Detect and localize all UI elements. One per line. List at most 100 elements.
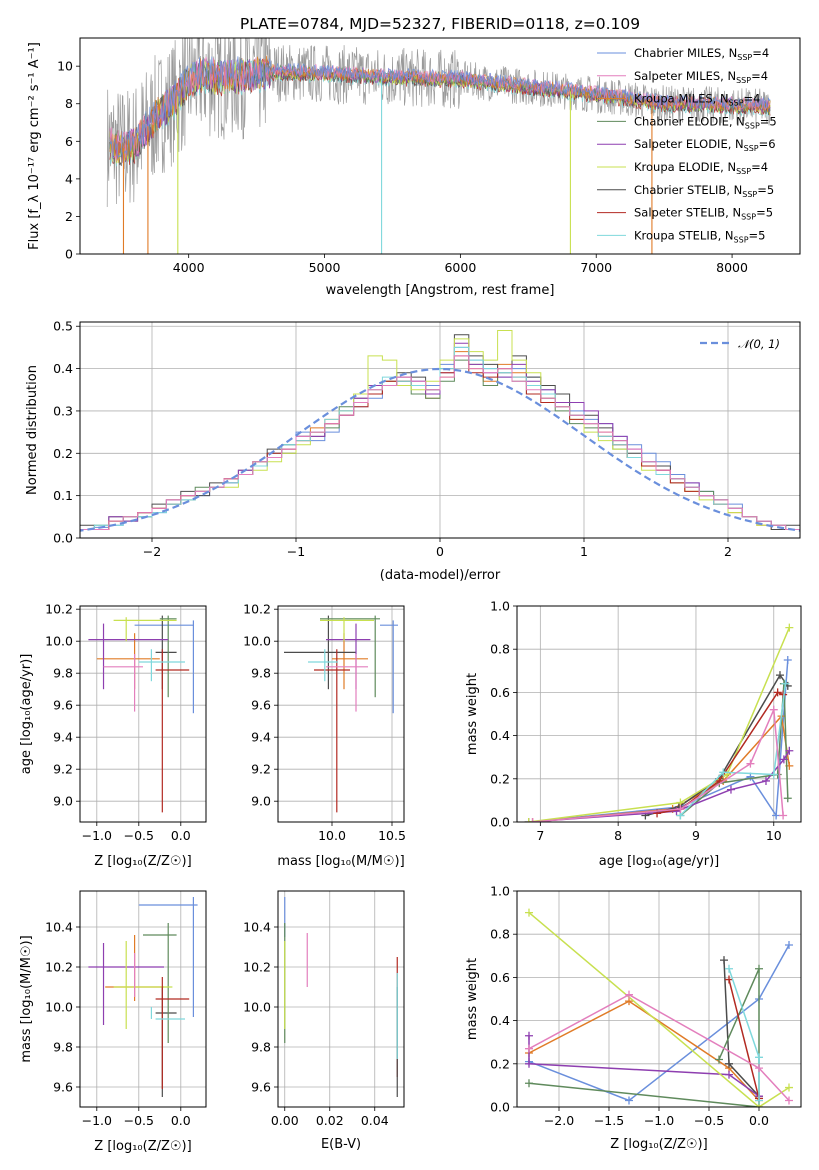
x-axis-label: Z [log₁₀(Z/Z☉)]: [94, 1139, 191, 1154]
axes-frame: [516, 890, 802, 1108]
y-tick-label: 9.8: [53, 1040, 73, 1055]
plus-marker: [525, 1059, 533, 1068]
x-tick-label: 2: [724, 544, 732, 559]
y-tick-label: 9.6: [251, 698, 271, 713]
mass-weight-line: [528, 944, 790, 1102]
y-tick-label: 10.0: [45, 1000, 73, 1015]
plus-marker: [769, 770, 778, 779]
x-axis-label: E(B-V): [321, 1137, 361, 1152]
plus-marker: [525, 1044, 533, 1053]
mass-weight-line: [528, 659, 789, 822]
x-tick-label: −1.0: [82, 1113, 112, 1128]
plus-marker: [769, 705, 778, 714]
plus-marker: [775, 671, 784, 680]
y-tick-label: 0.2: [490, 1056, 510, 1071]
x-tick-label: 5000: [309, 260, 341, 275]
plus-marker: [625, 1096, 633, 1105]
plus-marker: [726, 785, 735, 794]
legend-label: Chabrier MILES, NSSP=4: [634, 46, 769, 62]
spectrum-panel: 4000 5000 6000 7000 8000 0 2 4 6 8 10 wavelength [A…: [27, 37, 801, 298]
legend-label: Salpeter ELODIE, NSSP=6: [634, 137, 776, 153]
y-tick-label: 2: [65, 209, 73, 224]
y-axis-label: Flux [f_λ 10⁻¹⁷ erg cm⁻² s⁻¹ A⁻¹]: [27, 42, 42, 250]
y-tick-label: 9.0: [53, 794, 73, 809]
y-tick-label: 10.4: [45, 920, 73, 935]
plus-marker: [785, 941, 793, 949]
plus-marker: [746, 759, 755, 768]
y-axis-label: age [log₁₀(age/yr)]: [19, 654, 34, 775]
y-tick-label: 10.0: [243, 634, 271, 649]
x-tick-label: 10.0: [318, 828, 346, 843]
x-axis-label: wavelength [Angstrom, rest frame]: [326, 283, 555, 298]
plus-marker: [773, 688, 782, 697]
y-axis-label: Normed distribution: [25, 365, 40, 495]
errorbar-plot-area: [88, 615, 194, 813]
plus-marker: [725, 1059, 733, 1068]
x-tick-label: 9: [692, 828, 700, 843]
x-tick-label: 0.0: [171, 828, 191, 843]
y-tick-label: 10.2: [243, 602, 271, 617]
y-tick-label: 1.0: [490, 599, 510, 614]
mass-vs-metallicity-panel: −1.0 −0.5 0.0 9.6 9.8 10.0 10.2 10.4 Z [log₁₀(Z/…: [19, 890, 207, 1154]
plus-marker: [525, 1031, 533, 1040]
x-axis-label: (data-model)/error: [380, 568, 501, 583]
y-tick-label: 0.6: [490, 685, 510, 700]
y-tick-label: 4: [65, 171, 73, 186]
x-tick-label: −1: [287, 544, 305, 559]
mass-weight-line: [528, 750, 790, 822]
y-tick-label: 6: [65, 134, 73, 149]
spectrum-plot-area: [106, 38, 771, 254]
errorbar-plot-area: [284, 897, 398, 1097]
age-vs-metallicity-panel: −1.0 −0.5 0.0 9.0 9.2 9.4 9.6 9.8 10.0 10.2 Z [log…: [19, 602, 207, 869]
y-tick-label: 0.8: [490, 642, 510, 657]
data-spectrum-line: [106, 38, 771, 208]
line-plot-area: [525, 908, 793, 1107]
y-tick-label: 9.0: [251, 794, 271, 809]
x-tick-label: 0: [436, 544, 444, 559]
x-tick-label: −2: [143, 544, 161, 559]
legend-label: Chabrier STELIB, NSSP=5: [634, 183, 774, 199]
x-tick-label: 0.04: [361, 1113, 389, 1128]
y-tick-label: 9.4: [53, 730, 73, 745]
plus-marker: [755, 964, 763, 973]
axes-frame: [277, 890, 405, 1108]
plus-marker: [785, 623, 794, 632]
y-tick-label: 10.2: [45, 960, 73, 975]
y-tick-label: 0.3: [53, 403, 73, 418]
y-tick-label: 0.4: [490, 728, 510, 743]
errorbar-plot-area: [88, 897, 198, 1097]
plus-marker: [761, 776, 770, 785]
histogram-plot-area: [80, 330, 800, 538]
y-tick-label: 0.0: [490, 815, 510, 830]
y-tick-label: 0.5: [53, 319, 73, 334]
mass-weight-line: [528, 993, 790, 1102]
x-tick-label: −2.0: [544, 1113, 574, 1128]
plus-marker: [725, 1070, 733, 1079]
plus-marker: [676, 805, 685, 814]
y-tick-label: 8: [65, 96, 73, 111]
x-tick-label: −0.5: [694, 1113, 724, 1128]
spectrum-legend: Chabrier MILES, NSSP=4 Salpeter MILES, NS…: [597, 46, 777, 244]
plus-marker: [755, 1053, 763, 1062]
plus-marker: [781, 679, 790, 688]
legend-label: 𝒩(0, 1): [738, 337, 780, 351]
legend-label: Salpeter STELIB, NSSP=5: [634, 206, 773, 222]
axes-frame: [79, 37, 801, 255]
x-tick-label: −0.5: [124, 1113, 154, 1128]
y-tick-label: 9.6: [53, 698, 73, 713]
mass-weight-line: [645, 673, 789, 817]
mass-weight-line: [656, 691, 784, 815]
y-tick-label: 9.4: [251, 730, 271, 745]
y-tick-label: 9.8: [251, 1040, 271, 1055]
axes-frame: [277, 605, 405, 823]
legend-label: Kroupa MILES, NSSP=4: [634, 92, 760, 108]
line-plot-area: [524, 623, 794, 822]
x-tick-label: 0.0: [749, 1113, 769, 1128]
histogram-step-line: [80, 355, 800, 538]
mass-weight-line: [528, 1000, 760, 1102]
y-tick-label: 0.2: [53, 446, 73, 461]
x-tick-label: 0.00: [271, 1113, 299, 1128]
x-tick-label: −1.0: [644, 1113, 674, 1128]
plus-marker: [525, 1079, 533, 1088]
legend-label: Salpeter MILES, NSSP=4: [634, 69, 768, 85]
